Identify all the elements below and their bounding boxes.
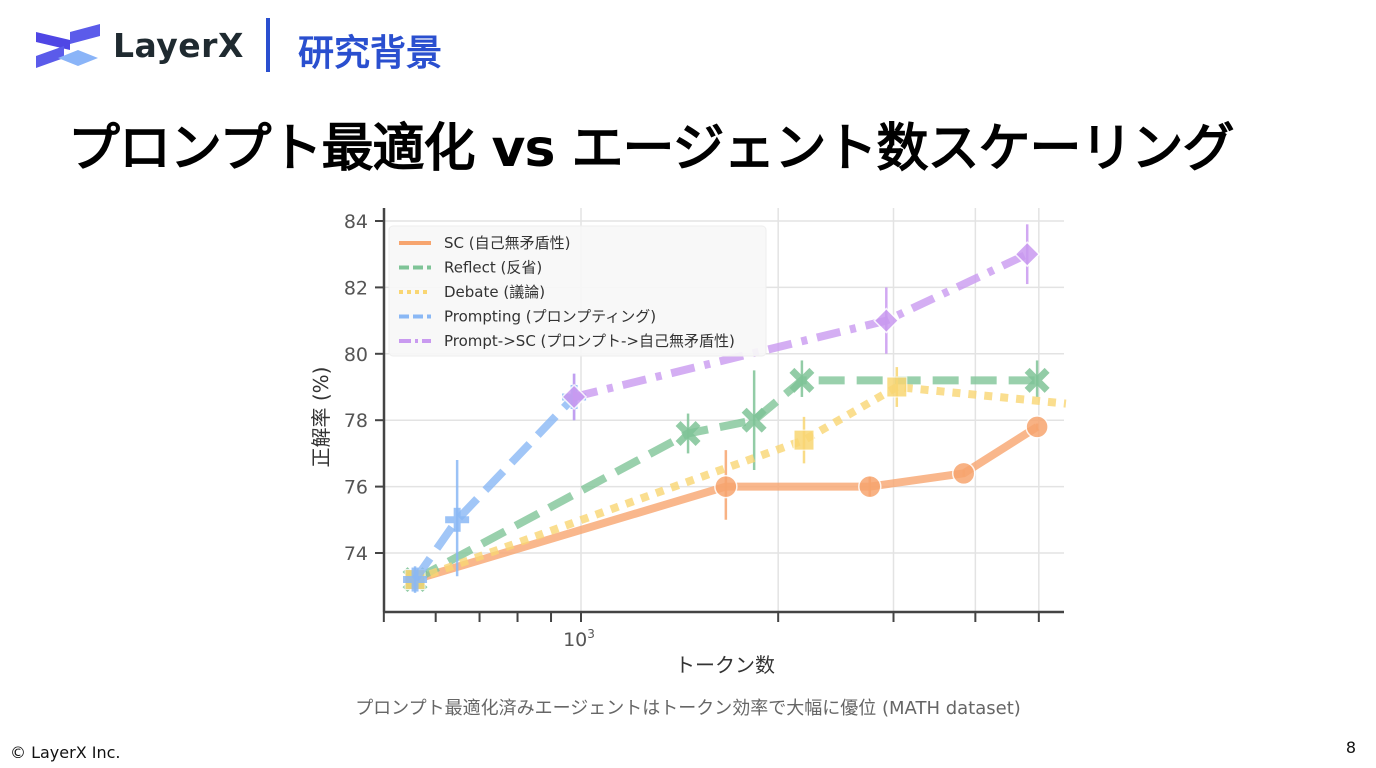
page-number: 8: [1345, 738, 1356, 757]
slide-title: プロンプト最適化 vs エージェント数スケーリング: [68, 119, 1234, 179]
caption-text: プロンプト最適化済みエージェントはトークン効率で大幅に優位 (MATH data…: [355, 698, 1021, 719]
diamond-marker: [873, 307, 900, 334]
series-4: [561, 224, 1041, 421]
x-marker: [741, 407, 767, 433]
x-marker: [675, 421, 701, 446]
legend-label: SC (自己無矛盾性): [444, 234, 570, 252]
section-title: 研究背景: [298, 33, 443, 74]
y-tick-label: 78: [344, 410, 368, 432]
legend-label: Prompt->SC (プロンプト->自己無矛盾性): [444, 332, 735, 350]
copyright: © LayerX Inc.: [10, 743, 121, 762]
series-0: [403, 415, 1049, 592]
brand-name: LayerX: [113, 26, 244, 65]
series-layer: [402, 224, 1067, 593]
series-line: [411, 394, 577, 582]
x-axis-label: トークン数: [675, 653, 775, 677]
circle-marker: [951, 461, 976, 486]
circle-marker: [1025, 415, 1049, 439]
diamond-marker: [561, 383, 588, 411]
header-divider: [266, 18, 270, 72]
legend-label: Prompting (プロンプティング): [444, 308, 656, 326]
x-marker: [789, 367, 815, 393]
plus-marker: [445, 507, 470, 532]
diamond-marker: [1014, 241, 1041, 268]
y-tick-label: 82: [344, 277, 368, 299]
series-3: [403, 373, 587, 593]
y-tick-label: 84: [344, 211, 368, 233]
x-marker: [1024, 367, 1050, 393]
x-tick-label: 103: [563, 627, 595, 651]
y-axis-label: 正解率 (%): [309, 367, 333, 468]
legend-box: [388, 225, 767, 357]
plus-marker: [403, 567, 428, 592]
series-line: [413, 382, 1067, 584]
square-marker: [793, 429, 815, 451]
figure-caption: プロンプト最適化済みエージェントはトークン効率で大幅に優位 (MATH data…: [0, 694, 1376, 720]
square-marker: [886, 376, 908, 398]
y-tick-label: 80: [344, 344, 368, 366]
series-line: [413, 376, 1038, 584]
legend: SC (自己無矛盾性) Reflect (反省) Debate (議論) Prompt…: [388, 225, 767, 357]
y-tick-label: 74: [344, 543, 368, 565]
circle-marker: [714, 474, 738, 499]
y-tick-label: 76: [344, 477, 368, 499]
legend-label: Reflect (反省): [444, 259, 542, 277]
layerx-logo-icon: [36, 24, 100, 68]
circle-marker: [858, 474, 882, 499]
legend-label: Debate (議論): [444, 283, 545, 301]
axes: 74 76 78 80 82 84 103: [344, 208, 1064, 651]
series-1: [402, 360, 1050, 593]
